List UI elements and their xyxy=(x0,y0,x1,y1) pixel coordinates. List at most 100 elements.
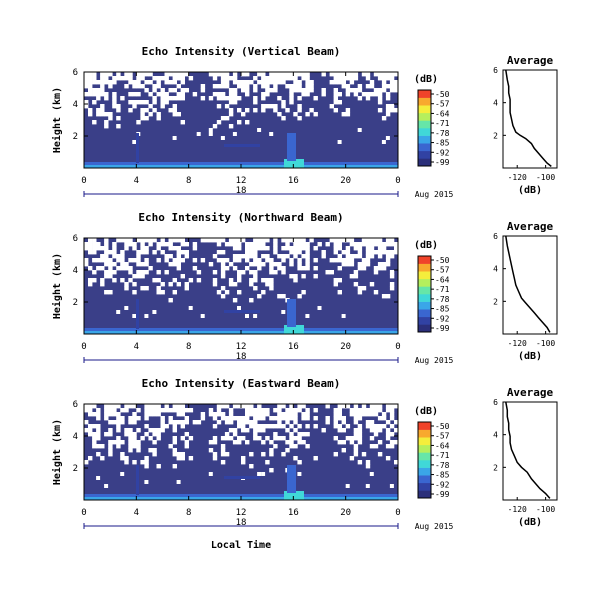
missing-cell xyxy=(152,108,157,113)
missing-cell xyxy=(237,238,242,243)
missing-cell xyxy=(96,266,101,271)
missing-cell xyxy=(341,72,346,77)
missing-cell xyxy=(128,428,133,433)
missing-cell xyxy=(261,108,266,113)
missing-cell xyxy=(373,250,379,255)
missing-cell xyxy=(253,250,258,255)
missing-cell xyxy=(381,76,387,81)
missing-cell xyxy=(228,112,234,117)
missing-cell xyxy=(168,416,173,421)
missing-cell xyxy=(313,456,318,461)
colorbar-segment xyxy=(418,437,431,446)
missing-cell xyxy=(349,274,355,279)
missing-cell xyxy=(245,120,250,125)
missing-cell xyxy=(104,258,109,263)
x-tick-label: 12 xyxy=(236,176,247,186)
x-tick-label: 0 xyxy=(81,508,86,518)
missing-cell xyxy=(273,76,278,81)
missing-cell xyxy=(237,270,242,275)
missing-cell xyxy=(241,84,246,89)
missing-cell xyxy=(88,432,93,437)
missing-cell xyxy=(112,270,117,275)
missing-cell xyxy=(116,420,121,425)
missing-cell xyxy=(140,100,145,105)
missing-cell xyxy=(265,424,270,429)
missing-cell xyxy=(249,412,254,417)
missing-cell xyxy=(176,258,181,263)
missing-cell xyxy=(148,72,153,77)
missing-cell xyxy=(168,108,173,113)
missing-cell xyxy=(92,432,97,437)
missing-cell xyxy=(261,452,266,457)
missing-cell xyxy=(369,472,374,476)
missing-cell xyxy=(220,258,226,263)
missing-cell xyxy=(144,238,149,243)
missing-cell xyxy=(281,416,286,421)
missing-cell xyxy=(220,72,226,77)
missing-cell xyxy=(96,108,101,113)
missing-cell xyxy=(261,290,266,295)
missing-cell xyxy=(285,420,290,425)
missing-cell xyxy=(100,254,105,259)
missing-cell xyxy=(156,404,161,409)
missing-cell xyxy=(277,420,282,425)
missing-cell xyxy=(269,282,274,287)
missing-cell xyxy=(188,456,194,461)
colorbar-segment xyxy=(418,143,431,152)
missing-cell xyxy=(301,412,306,417)
missing-cell xyxy=(273,238,278,243)
missing-cell xyxy=(301,274,306,279)
missing-cell xyxy=(237,84,242,89)
missing-cell xyxy=(269,262,274,267)
missing-cell xyxy=(337,258,342,263)
missing-cell xyxy=(389,250,395,255)
missing-cell xyxy=(228,100,234,105)
missing-cell xyxy=(341,262,346,267)
missing-cell xyxy=(220,266,226,271)
missing-cell xyxy=(108,266,113,271)
missing-cell xyxy=(273,246,278,251)
missing-cell xyxy=(369,80,375,85)
colorbar-segment xyxy=(418,429,431,438)
date-label: Aug 2015 xyxy=(415,356,454,365)
missing-cell xyxy=(241,404,246,409)
y-tick-label: 4 xyxy=(73,266,78,276)
missing-cell xyxy=(241,436,246,441)
missing-cell xyxy=(293,72,298,77)
missing-cell xyxy=(96,408,101,413)
missing-cell xyxy=(192,420,198,425)
missing-cell xyxy=(96,436,101,441)
missing-cell xyxy=(148,238,153,243)
missing-cell xyxy=(257,412,262,417)
plume xyxy=(136,133,139,163)
missing-cell xyxy=(132,290,137,295)
colorbar-tick-label: -71 xyxy=(435,285,450,294)
missing-cell xyxy=(124,428,129,433)
colorbar-segment xyxy=(418,482,431,491)
missing-cell xyxy=(293,84,298,89)
missing-cell xyxy=(293,408,298,413)
missing-cell xyxy=(309,108,314,113)
missing-cell xyxy=(160,88,165,93)
missing-cell xyxy=(212,452,218,457)
missing-cell xyxy=(253,254,258,259)
missing-cell xyxy=(369,420,375,425)
missing-cell xyxy=(160,250,165,255)
missing-cell xyxy=(128,440,133,445)
missing-cell xyxy=(257,472,262,476)
missing-cell xyxy=(389,484,394,488)
missing-cell xyxy=(361,266,367,271)
missing-cell xyxy=(249,278,254,283)
colorbar-segment xyxy=(418,120,431,129)
missing-cell xyxy=(285,246,290,251)
missing-cell xyxy=(293,436,298,441)
missing-cell xyxy=(293,444,298,449)
missing-cell xyxy=(285,84,290,89)
colorbar-segment xyxy=(418,263,431,272)
missing-cell xyxy=(333,258,338,263)
missing-cell xyxy=(277,112,282,117)
missing-cell xyxy=(136,258,141,263)
missing-cell xyxy=(257,266,262,271)
missing-cell xyxy=(245,88,250,93)
missing-cell xyxy=(112,254,117,259)
